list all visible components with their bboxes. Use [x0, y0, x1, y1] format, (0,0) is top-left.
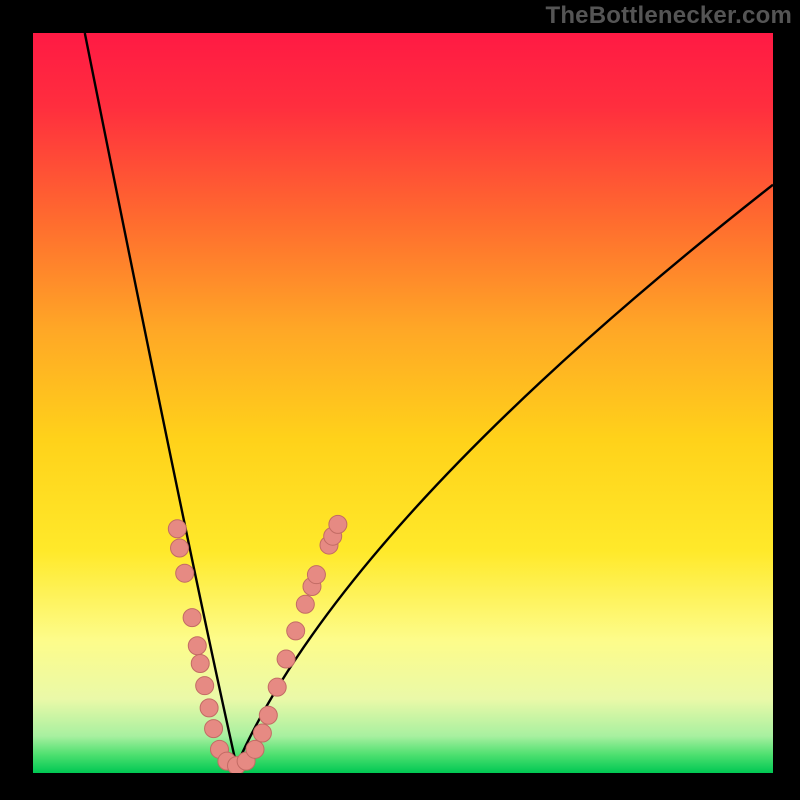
data-marker: [183, 609, 201, 627]
data-marker: [188, 637, 206, 655]
data-marker: [246, 740, 264, 758]
data-marker: [168, 520, 186, 538]
data-marker: [329, 515, 347, 533]
chart-background: [33, 33, 773, 773]
data-marker: [277, 650, 295, 668]
data-marker: [200, 699, 218, 717]
watermark-text: TheBottlenecker.com: [545, 2, 792, 30]
data-marker: [205, 720, 223, 738]
data-marker: [176, 564, 194, 582]
data-marker: [296, 595, 314, 613]
data-marker: [259, 706, 277, 724]
data-marker: [268, 678, 286, 696]
data-marker: [307, 566, 325, 584]
plot-area: [33, 33, 773, 773]
data-marker: [287, 622, 305, 640]
data-marker: [191, 654, 209, 672]
data-marker: [196, 677, 214, 695]
data-marker: [253, 724, 271, 742]
bottleneck-curve-chart: [33, 33, 773, 773]
data-marker: [171, 539, 189, 557]
